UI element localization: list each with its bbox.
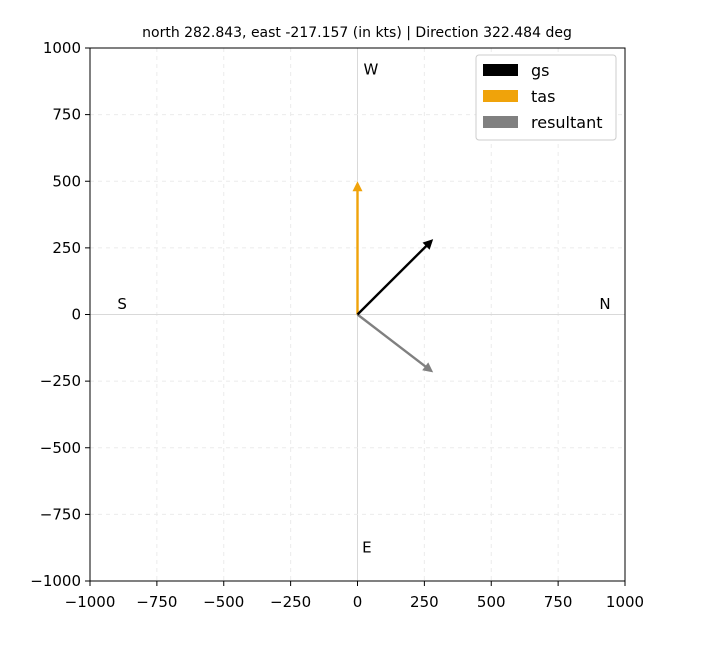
legend-label-tas: tas — [531, 87, 555, 106]
vector-head-tas — [352, 181, 363, 192]
x-tick-label: −500 — [203, 593, 244, 611]
x-tick-label: −1000 — [65, 593, 116, 611]
y-tick-label: 1000 — [43, 39, 81, 57]
x-axis: −1000 −750 −500 −250 0 250 500 750 1000 — [65, 581, 644, 611]
x-tick-label: −750 — [136, 593, 177, 611]
legend-label-gs: gs — [531, 61, 550, 80]
x-tick-label: 500 — [477, 593, 506, 611]
vector-gs — [356, 239, 434, 316]
y-tick-label: −250 — [40, 372, 81, 390]
legend-label-resultant: resultant — [531, 113, 602, 132]
compass-label-w: W — [363, 60, 378, 78]
y-tick-label: 250 — [52, 239, 81, 257]
x-tick-label: 0 — [353, 593, 363, 611]
vector-resultant — [356, 313, 434, 373]
x-tick-label: 750 — [544, 593, 573, 611]
y-tick-label: −1000 — [30, 572, 81, 590]
vector-tas — [352, 181, 363, 315]
y-tick-label: −500 — [40, 439, 81, 457]
y-tick-label: −750 — [40, 505, 81, 523]
legend-swatch-resultant — [483, 116, 518, 128]
compass-label-n: N — [599, 295, 610, 313]
x-tick-label: −250 — [270, 593, 311, 611]
vector-head-resultant — [422, 362, 434, 373]
compass-label-s: S — [117, 295, 127, 313]
legend: gs tas resultant — [475, 54, 617, 141]
y-tick-label: 0 — [71, 306, 81, 324]
compass-labels: W S N E — [117, 60, 610, 556]
chart-title: north 282.843, east -217.157 (in kts) | … — [142, 25, 572, 41]
y-tick-label: 500 — [52, 172, 81, 190]
y-axis: −1000 −750 −500 −250 0 250 500 750 1000 — [30, 39, 90, 590]
y-tick-label: 750 — [52, 106, 81, 124]
x-tick-label: 250 — [410, 593, 439, 611]
x-tick-label: 1000 — [606, 593, 644, 611]
legend-swatch-tas — [483, 90, 518, 102]
vector-head-gs — [422, 239, 434, 250]
compass-label-e: E — [362, 539, 371, 557]
legend-swatch-gs — [483, 64, 518, 76]
vector-shaft-gs — [356, 244, 428, 316]
vector-shaft-resultant — [356, 313, 427, 368]
vectors — [352, 181, 434, 373]
